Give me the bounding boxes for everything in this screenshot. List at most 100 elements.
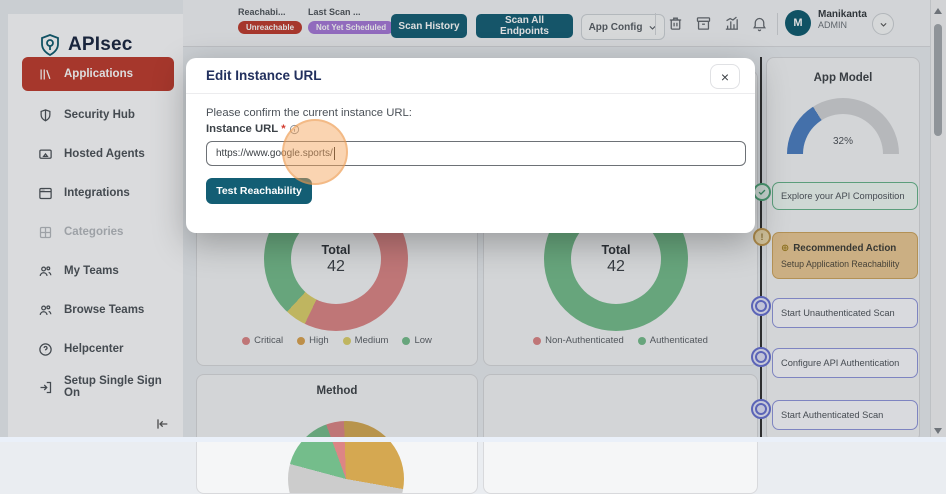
reachability-label: Reachabi... [238,7,286,17]
close-icon[interactable]: × [710,64,740,89]
legend-item: High [297,335,329,346]
scan-all-endpoints-button[interactable]: Scan All Endpoints [476,14,573,38]
click-highlight-circle [282,119,348,185]
instance-url-field-label: Instance URL * [206,123,300,135]
library-icon [38,67,53,82]
scroll-down-icon[interactable] [934,428,942,434]
modal-message: Please confirm the current instance URL: [206,107,412,119]
chevron-down-icon [648,23,657,32]
app-config-label: App Config [588,21,643,33]
sidebar-item-label: Integrations [64,187,130,199]
bell-icon[interactable] [751,15,769,33]
legend-dot [297,336,306,345]
donut-center-label: Total [601,242,631,257]
method-chart-title: Method [316,385,358,397]
users-icon [38,303,53,318]
topbar: Reachabi... Unreachable Last Scan ... No… [183,0,930,47]
shield-icon [38,108,53,123]
sidebar-item-label: Hosted Agents [64,148,145,160]
user-role: ADMIN [818,20,847,30]
step-warning-icon: ! [753,228,771,246]
donut-center-value: 42 [327,257,345,275]
analytics-icon[interactable] [723,15,741,33]
recommended-action-title: ⊕ Recommended Action [781,242,897,254]
reachability-badge: Unreachable [238,21,303,34]
legend-dot [402,336,411,345]
step-recommended-action[interactable]: ⊕ Recommended Action Setup Application R… [772,232,918,279]
sidebar-item-label: My Teams [64,265,119,277]
instance-url-value: https://www.google.sports/ [216,148,333,159]
topbar-divider [777,13,778,35]
sidebar-item-setup-sso[interactable]: Setup Single Sign On [22,370,174,404]
last-scan-label: Last Scan ... [308,7,361,17]
legend-item: Critical [242,335,283,346]
legend-dot [342,336,351,345]
app-config-dropdown[interactable]: App Config [581,14,665,40]
sidebar-item-categories: Categories [22,215,174,249]
user-info: Manikanta ADMIN [818,9,867,30]
sidebar-item-hosted-agents[interactable]: Hosted Agents [22,137,174,171]
grid-icon [38,225,53,240]
app-model-title: App Model [813,72,873,84]
modal-title: Edit Instance URL [206,68,322,83]
legend-item: Authenticated [637,335,708,346]
sign-in-icon [38,380,53,395]
step-pending-icon [751,296,771,316]
sidebar-item-my-teams[interactable]: My Teams [22,254,174,288]
legend-dot [637,336,646,345]
step-configure-api-authentication[interactable]: Configure API Authentication [772,348,918,378]
archive-icon[interactable] [695,15,713,33]
sidebar-item-applications[interactable]: Applications [22,57,174,91]
sidebar-item-security-hub[interactable]: Security Hub [22,98,174,132]
sidebar-item-browse-teams[interactable]: Browse Teams [22,293,174,327]
users-icon [38,264,53,279]
user-name: Manikanta [818,9,867,20]
reachability-status: Reachabi... Unreachable [238,7,303,35]
step-pending-icon [751,347,771,367]
step-explore-api-composition[interactable]: Explore your API Composition [772,182,918,210]
sidebar-item-label: Setup Single Sign On [64,375,162,399]
page-bottom-strip [0,437,946,442]
scroll-up-icon[interactable] [934,8,942,14]
legend-item: Medium [342,335,388,346]
sidebar-item-integrations[interactable]: Integrations [22,176,174,210]
plus-circle-icon: ⊕ [781,242,790,254]
step-start-authenticated-scan[interactable]: Start Authenticated Scan [772,400,918,430]
donut-center-value: 42 [607,257,625,275]
last-scan-status: Last Scan ... Not Yet Scheduled [308,7,395,35]
sidebar-item-label: Security Hub [64,109,135,121]
step-start-unauthenticated-scan[interactable]: Start Unauthenticated Scan [772,298,918,328]
required-mark: * [281,123,286,135]
legend-dot [242,336,251,345]
user-menu-chevron[interactable] [872,13,894,35]
scrollbar-thumb[interactable] [934,24,942,136]
window-icon [38,186,53,201]
topbar-divider [655,13,656,35]
step-pending-icon [751,399,771,419]
apisec-logo: APIsec [38,30,168,60]
monitor-icon [38,147,53,162]
brand-name: APIsec [68,34,133,55]
legend-item: Low [402,335,432,346]
help-icon [38,342,53,357]
legend-dot [533,336,542,345]
sidebar-item-label: Categories [64,226,124,238]
test-reachability-button[interactable]: Test Reachability [206,178,312,204]
trash-icon[interactable] [667,15,685,33]
timeline-line [760,57,762,442]
severity-legend: Critical High Medium Low [197,335,477,346]
avatar[interactable]: M [785,10,811,36]
app-model-gauge [787,98,899,155]
donut-center-label: Total [321,242,351,257]
sidebar-item-helpcenter[interactable]: Helpcenter [22,332,174,366]
sidebar-item-label: Helpcenter [64,343,124,355]
last-scan-badge: Not Yet Scheduled [308,21,395,34]
sidebar: APIsec Applications Security Hub Hosted … [8,14,183,437]
scan-history-button[interactable]: Scan History [391,14,467,38]
sidebar-collapse-icon[interactable] [148,412,176,436]
authentication-legend: Non-Authenticated Authenticated [484,335,757,346]
sidebar-item-label: Browse Teams [64,304,145,316]
modal-header: Edit Instance URL × [186,58,755,94]
gauge-value-label: 32% [832,136,853,147]
legend-item: Non-Authenticated [533,335,624,346]
